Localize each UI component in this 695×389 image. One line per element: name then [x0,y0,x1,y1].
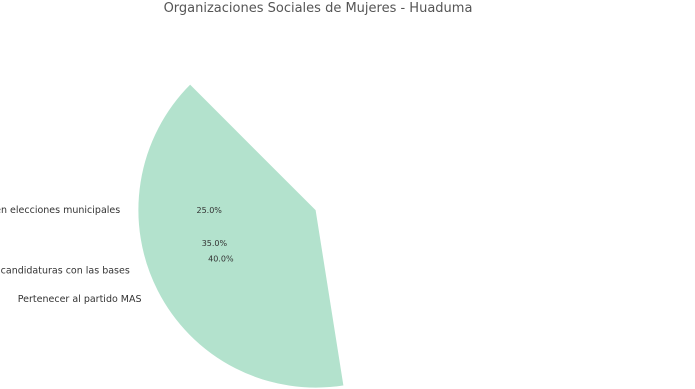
pie-category-label: Asegurar victoria en elecciones municipa… [0,205,120,216]
chart-title: Organizaciones Sociales de Mujeres - Hua… [164,1,473,16]
pie-slice-pertenecer-al-partido-mas [137,83,345,389]
pie-percent-label: 25.0% [196,206,222,215]
pie-slices [137,83,345,389]
pie-labels: 25.0% Asegurar victoria en elecciones mun… [0,205,234,305]
pie-category-label: Pertenecer al partido MAS [18,294,142,305]
pie-percent-label: 40.0% [208,254,234,263]
pie-category-label: Unificar candidaturas con las bases [0,266,130,277]
pie-percent-label: 35.0% [202,239,228,248]
